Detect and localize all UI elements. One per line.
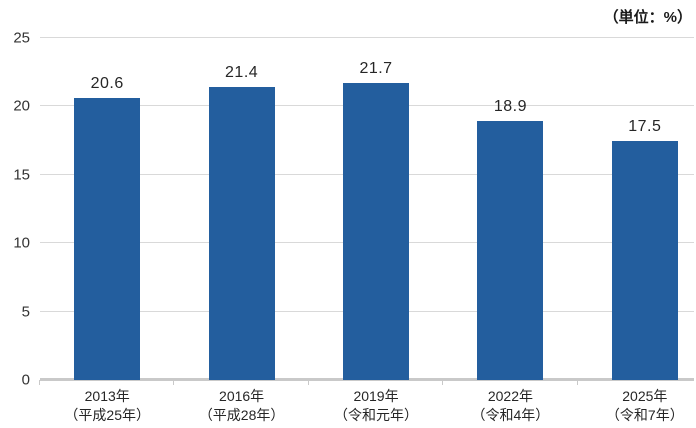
x-category-year: 2019年 <box>353 388 399 404</box>
bar <box>208 87 275 380</box>
x-category-label: 2025年 （令和7年） <box>578 387 696 425</box>
x-category-label: 2013年 （平成25年） <box>40 387 174 425</box>
gridline <box>40 37 694 38</box>
x-category-year: 2022年 <box>487 388 533 404</box>
bar-slot: 21.4 <box>174 38 308 380</box>
bar <box>343 83 410 380</box>
x-category-year: 2025年 <box>622 388 668 404</box>
bar <box>74 98 141 380</box>
x-category-era: （令和7年） <box>605 407 684 423</box>
x-category-era: （平成25年） <box>64 407 150 423</box>
x-axis-tick <box>39 380 40 385</box>
bar-value-label: 21.7 <box>359 60 393 78</box>
y-tick-label: 5 <box>21 303 30 321</box>
bar-value-label: 21.4 <box>225 64 259 82</box>
bar-value-label: 17.5 <box>628 117 662 135</box>
x-category-label: 2022年 （令和4年） <box>443 387 577 425</box>
bar <box>611 140 678 380</box>
y-tick-label: 10 <box>13 234 30 252</box>
x-category-label: 2019年 （令和元年） <box>309 387 443 425</box>
bar-value-label: 18.9 <box>493 98 527 116</box>
x-axis-labels: 2013年 （平成25年） 2016年 （平成28年） 2019年 （令和元年） 2022年… <box>40 387 696 425</box>
x-axis-ticks <box>39 380 696 386</box>
unit-label: （単位：%） <box>603 9 692 26</box>
bar <box>477 121 544 380</box>
x-axis-tick <box>576 380 578 385</box>
y-tick-label: 25 <box>13 29 30 47</box>
bar-slot: 18.9 <box>443 38 577 380</box>
bar-slot: 17.5 <box>578 38 696 380</box>
x-category-era: （平成28年） <box>198 407 285 423</box>
bar-value-label: 20.6 <box>90 75 124 93</box>
x-axis-tick <box>173 380 175 385</box>
bar-slot: 20.6 <box>40 38 174 380</box>
x-category-year: 2016年 <box>219 388 265 404</box>
x-category-label: 2016年 （平成28年） <box>174 387 308 425</box>
x-category-era: （令和4年） <box>471 407 550 423</box>
y-tick-label: 20 <box>13 97 30 115</box>
bar-slot: 21.7 <box>309 38 443 380</box>
y-axis-labels: 0 5 10 15 20 25 <box>0 31 30 388</box>
y-tick-label: 0 <box>21 371 30 389</box>
x-category-era: （令和元年） <box>334 407 419 423</box>
x-axis-tick <box>307 380 309 385</box>
y-tick-label: 15 <box>13 166 30 184</box>
x-axis-tick <box>442 380 444 385</box>
x-category-year: 2013年 <box>84 388 130 404</box>
bars-layer: 20.6 21.4 21.7 18.9 17.5 <box>40 38 696 380</box>
